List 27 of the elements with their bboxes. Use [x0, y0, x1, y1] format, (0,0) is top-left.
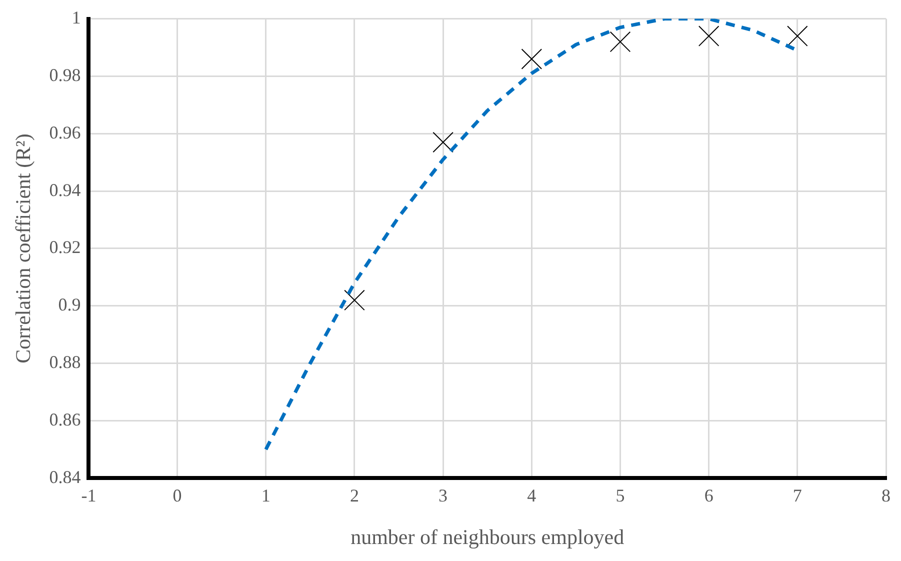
y-tick-label: 1	[72, 8, 81, 28]
x-tick-label: -1	[81, 486, 96, 506]
x-tick-label: 8	[882, 486, 890, 506]
x-tick-label: 1	[261, 486, 270, 506]
x-tick-label: 2	[350, 486, 359, 506]
y-tick-label: 0.9	[58, 294, 81, 315]
point	[344, 290, 365, 311]
x-tick-label: 4	[527, 486, 536, 506]
x-axis-title: number of neighbours employed	[350, 524, 625, 549]
x-tick-label: 5	[616, 486, 625, 506]
x-tick-label: 7	[792, 486, 802, 506]
x-tick-label: 3	[438, 486, 448, 506]
y-axis-title: Correlation coefficient (R²)	[11, 134, 36, 364]
point	[787, 26, 808, 46]
y-tick-label: 0.92	[49, 237, 81, 258]
y-tick-label: 0.98	[49, 64, 81, 85]
y-tick-label: 0.88	[49, 352, 81, 372]
y-tick-label: 0.96	[49, 122, 81, 142]
x-tick-label: 6	[704, 486, 714, 506]
point	[610, 31, 631, 52]
x-tick-label: 0	[172, 486, 182, 506]
point	[432, 132, 454, 153]
point	[521, 48, 542, 70]
y-tick-label: 0.84	[49, 466, 81, 487]
point	[698, 26, 720, 46]
y-tick-label: 0.94	[49, 180, 81, 200]
y-tick-label: 0.86	[49, 410, 81, 430]
